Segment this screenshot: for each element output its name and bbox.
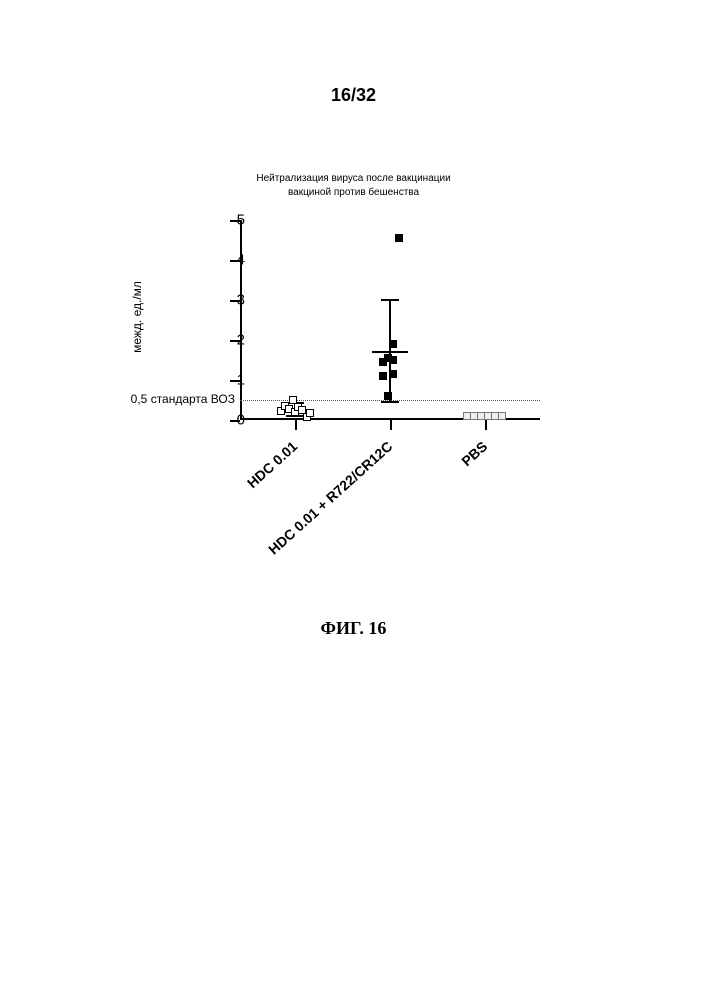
chart-title: Нейтрализация вируса после вакцинации ва… — [0, 172, 707, 200]
data-point — [498, 412, 506, 420]
chart: межд. ед./мл 0,5 стандарта ВОЗ 012345HDC… — [165, 210, 555, 510]
y-tick-label: 2 — [205, 332, 245, 349]
page: 16/32 Нейтрализация вируса после вакцина… — [0, 0, 707, 1000]
page-number: 16/32 — [0, 85, 707, 106]
y-axis-label: межд. ед./мл — [130, 281, 144, 353]
data-point — [389, 356, 397, 364]
x-tick — [295, 420, 297, 430]
error-cap — [381, 401, 399, 403]
data-point — [379, 372, 387, 380]
data-point — [389, 340, 397, 348]
y-tick-label: 0 — [205, 412, 245, 429]
y-tick-label: 5 — [205, 212, 245, 229]
x-tick — [390, 420, 392, 430]
x-tick — [485, 420, 487, 430]
data-point — [395, 234, 403, 242]
y-tick-label: 1 — [205, 372, 245, 389]
mean-line — [372, 351, 408, 353]
data-point — [306, 409, 314, 417]
data-point — [384, 392, 392, 400]
y-axis — [240, 220, 242, 420]
data-point — [389, 370, 397, 378]
chart-title-line2: вакциной против бешенства — [288, 187, 419, 198]
error-cap — [381, 299, 399, 301]
plot-area — [240, 220, 540, 420]
chart-title-line1: Нейтрализация вируса после вакцинации — [256, 173, 450, 184]
y-tick-label: 4 — [205, 252, 245, 269]
reference-line-label: 0,5 стандарта ВОЗ — [115, 392, 235, 406]
figure-caption: ФИГ. 16 — [0, 618, 707, 639]
y-tick-label: 3 — [205, 292, 245, 309]
